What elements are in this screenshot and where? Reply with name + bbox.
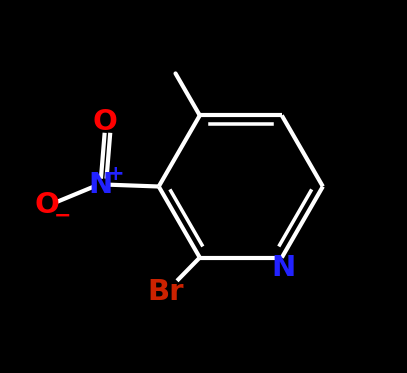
- Text: N: N: [89, 170, 113, 199]
- Text: Br: Br: [148, 278, 184, 306]
- Text: N: N: [271, 254, 295, 282]
- Text: O: O: [92, 108, 117, 137]
- Text: −: −: [54, 206, 71, 226]
- Text: O: O: [35, 191, 59, 219]
- Text: +: +: [106, 164, 124, 184]
